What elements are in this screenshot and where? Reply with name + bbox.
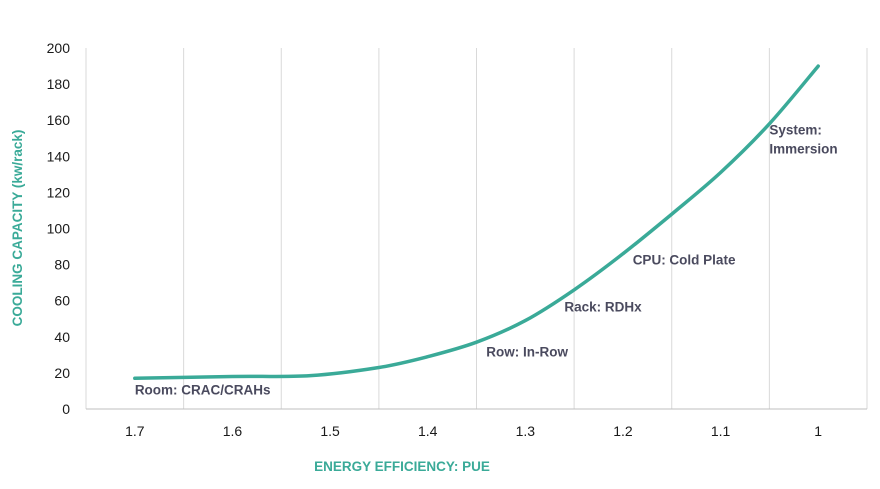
annotation-line: CPU: Cold Plate <box>633 253 736 268</box>
x-tick-label: 1.4 <box>418 423 438 439</box>
y-tick-label: 100 <box>47 221 71 237</box>
x-tick-label: 1.3 <box>516 423 536 439</box>
x-tick-label: 1.5 <box>320 423 340 439</box>
grid <box>85 48 868 409</box>
y-tick-label: 0 <box>62 401 70 417</box>
y-tick-label: 120 <box>47 184 71 200</box>
y-axis-title: COOLING CAPACITY (kw/rack) <box>10 130 25 327</box>
annotation-line: Row: In-Row <box>486 345 568 360</box>
annotation-label: CPU: Cold Plate <box>633 253 736 268</box>
y-tick-label: 140 <box>47 148 71 164</box>
x-tick-label: 1.6 <box>223 423 243 439</box>
y-tick-label: 80 <box>54 257 70 273</box>
annotation-label: Room: CRAC/CRAHs <box>135 383 271 398</box>
annotation-label: System: Immersion <box>769 123 837 157</box>
y-tick-label: 200 <box>47 40 71 56</box>
annotations: Room: CRAC/CRAHs Row: In-Row Rack: RDHx CPU… <box>135 123 838 398</box>
annotation-line: Rack: RDHx <box>564 300 642 315</box>
annotation-line: Room: CRAC/CRAHs <box>135 383 271 398</box>
y-tick-label: 180 <box>47 76 71 92</box>
x-axis-ticks: 1.7 1.6 1.5 1.4 1.3 1.2 1.1 1 <box>125 423 822 439</box>
x-tick-label: 1.1 <box>711 423 731 439</box>
annotation-line: System: <box>769 123 822 138</box>
y-tick-label: 60 <box>54 293 70 309</box>
annotation-label: Rack: RDHx <box>564 300 642 315</box>
y-axis-ticks: 0 20 40 60 80 100 120 140 160 180 200 <box>47 40 71 417</box>
series-line <box>133 64 820 381</box>
y-tick-label: 20 <box>54 365 70 381</box>
x-tick-label: 1.2 <box>613 423 633 439</box>
annotation-line: Immersion <box>769 142 837 157</box>
x-tick-label: 1.7 <box>125 423 145 439</box>
y-tick-label: 160 <box>47 112 71 128</box>
y-tick-label: 40 <box>54 329 70 345</box>
x-axis-title: ENERGY EFFICIENCY: PUE <box>314 459 490 474</box>
x-tick-label: 1 <box>814 423 822 439</box>
annotation-label: Row: In-Row <box>486 345 568 360</box>
